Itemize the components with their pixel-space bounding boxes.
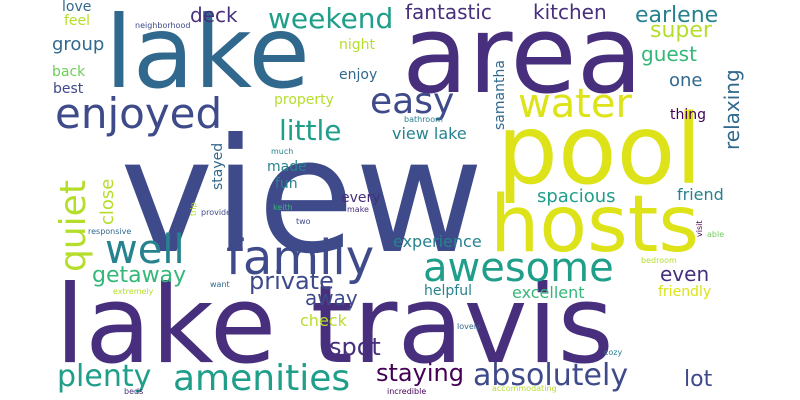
word-lake-travis: lake travis: [55, 263, 614, 388]
word-group: group: [52, 34, 105, 55]
word-accommodating: accommodating: [492, 384, 557, 393]
word-keith: keith: [273, 203, 293, 212]
word-enjoy: enjoy: [339, 67, 378, 83]
word-getaway: getaway: [92, 263, 187, 288]
word-stayed: stayed: [210, 142, 226, 190]
word-away: away: [305, 286, 358, 310]
word-amenities: amenities: [173, 358, 351, 399]
word-super: super: [650, 18, 712, 43]
word-night: night: [339, 37, 376, 53]
word-bedroom: bedroom: [641, 256, 677, 265]
word-visit: visit: [695, 220, 704, 237]
word-even: even: [660, 262, 710, 286]
word-cozy: cozy: [604, 348, 623, 357]
word-check: check: [300, 311, 347, 330]
word-plenty: plenty: [57, 359, 152, 394]
word-absolutely: absolutely: [473, 358, 629, 393]
word-made: made: [267, 159, 307, 175]
word-fun: fun: [275, 176, 298, 192]
word-enjoyed: enjoyed: [55, 89, 223, 138]
word-best: best: [53, 81, 84, 97]
word-neighborhood: neighborhood: [135, 21, 191, 30]
word-deck: deck: [190, 3, 238, 27]
word-guest: guest: [641, 42, 697, 66]
word-two: two: [296, 217, 311, 226]
word-thing: thing: [670, 107, 707, 123]
word-awesome: awesome: [423, 245, 614, 291]
word-one: one: [669, 70, 703, 91]
word-incredible: incredible: [387, 387, 427, 396]
word-close: close: [97, 178, 118, 225]
word-able: able: [707, 230, 725, 239]
word-family: family: [226, 230, 375, 286]
word-relaxing: relaxing: [720, 69, 744, 150]
word-little: little: [279, 114, 342, 147]
word-hosts: hosts: [490, 180, 700, 270]
word-excellent: excellent: [512, 283, 585, 302]
word-well: well: [105, 227, 185, 273]
word-beds: beds: [124, 387, 144, 396]
word-property: property: [274, 92, 334, 108]
word-water: water: [518, 81, 632, 127]
word-make: make: [347, 205, 369, 214]
word-private: private: [249, 267, 334, 295]
word-feel: feel: [64, 13, 91, 29]
word-spacious: spacious: [537, 186, 616, 207]
word-pool: pool: [497, 94, 703, 206]
word-back: back: [52, 64, 86, 80]
word-quiet: quiet: [53, 180, 94, 272]
word-love: love: [62, 0, 92, 15]
word-samantha: samantha: [492, 60, 508, 130]
word-extremely: extremely: [113, 287, 154, 296]
word-friendly: friendly: [658, 284, 712, 300]
word-friend: friend: [677, 185, 724, 204]
word-experience: experience: [393, 232, 482, 251]
word-want: want: [210, 280, 230, 289]
word-area: area: [402, 0, 643, 118]
word-helpful: helpful: [424, 283, 472, 299]
word-fantastic: fantastic: [405, 0, 492, 24]
word-responsive: responsive: [88, 227, 132, 236]
word-provided: provided: [201, 208, 237, 217]
word-spot: spot: [329, 333, 381, 361]
word-bathroom: bathroom: [404, 115, 443, 124]
word-lovely: lovely: [457, 322, 481, 331]
word-lot: lot: [684, 367, 713, 392]
word-lake: lake: [105, 0, 310, 111]
word-easy: easy: [370, 81, 455, 122]
word-much: much: [271, 147, 294, 156]
word-weekend: weekend: [268, 2, 394, 35]
word-trip: trip: [189, 202, 198, 216]
word-view: view: [120, 105, 484, 289]
word-every: every: [341, 190, 381, 206]
word-kitchen: kitchen: [533, 0, 607, 24]
word-view-lake: view lake: [392, 124, 467, 143]
word-staying: staying: [376, 359, 464, 387]
word-earlene: earlene: [635, 3, 719, 28]
